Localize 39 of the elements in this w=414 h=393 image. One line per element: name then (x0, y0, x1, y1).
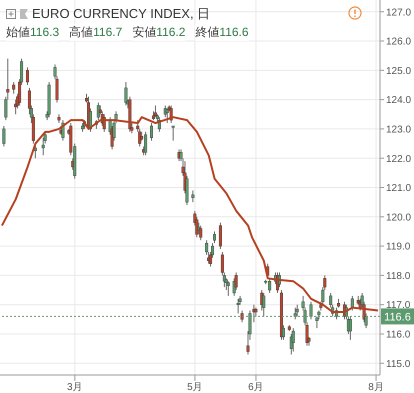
candlestick (350, 295, 354, 312)
candlestick (292, 328, 295, 352)
y-tick-label: 115.0 (386, 358, 411, 370)
y-tick-label: 127.0 (386, 7, 412, 18)
candlestick (42, 137, 45, 156)
y-tick-label: 119.0 (386, 242, 411, 253)
candlestick (191, 190, 194, 203)
y-tick-label: 118.0 (386, 270, 411, 282)
candlestick (34, 143, 37, 159)
y-tick-label: 116.0 (386, 330, 411, 341)
y-tick-label: 123.0 (386, 124, 412, 136)
y-tick-label: 122.0 (386, 154, 412, 165)
candlestick (12, 82, 16, 94)
candlestick (166, 108, 169, 124)
y-tick-label: 126.0 (386, 36, 412, 48)
x-tick-label: 8月 (368, 382, 384, 393)
y-tick-label: 121.0 (386, 183, 412, 194)
x-tick-label: 3月 (67, 382, 83, 393)
candlestick (154, 104, 157, 118)
y-tick-label: 120.0 (386, 212, 412, 224)
candlestick (213, 230, 216, 244)
y-tick-label: 125.0 (386, 66, 412, 77)
candlestick (218, 222, 222, 250)
annotation: 高値116.7 (69, 25, 122, 39)
x-tick-label: 5月 (187, 382, 203, 393)
candlestick (236, 298, 240, 314)
candlestick (172, 125, 175, 142)
text: EURO CURRENCY INDEX, 日 (32, 5, 210, 23)
candlestick (150, 122, 154, 142)
x-tick-label: 6月 (248, 382, 264, 393)
candlestick (268, 278, 272, 294)
annotation: 終値116.6 (195, 25, 249, 39)
y-tick-label: 124.0 (386, 95, 412, 106)
annotation: 安値116.2 (132, 25, 186, 39)
candlestick (26, 66, 29, 86)
annotation: 始値116.3 (6, 25, 60, 39)
y-tick-label: 117.0 (386, 300, 411, 312)
ref-line-label: 116.6 (384, 311, 411, 324)
candlestick (2, 125, 6, 147)
